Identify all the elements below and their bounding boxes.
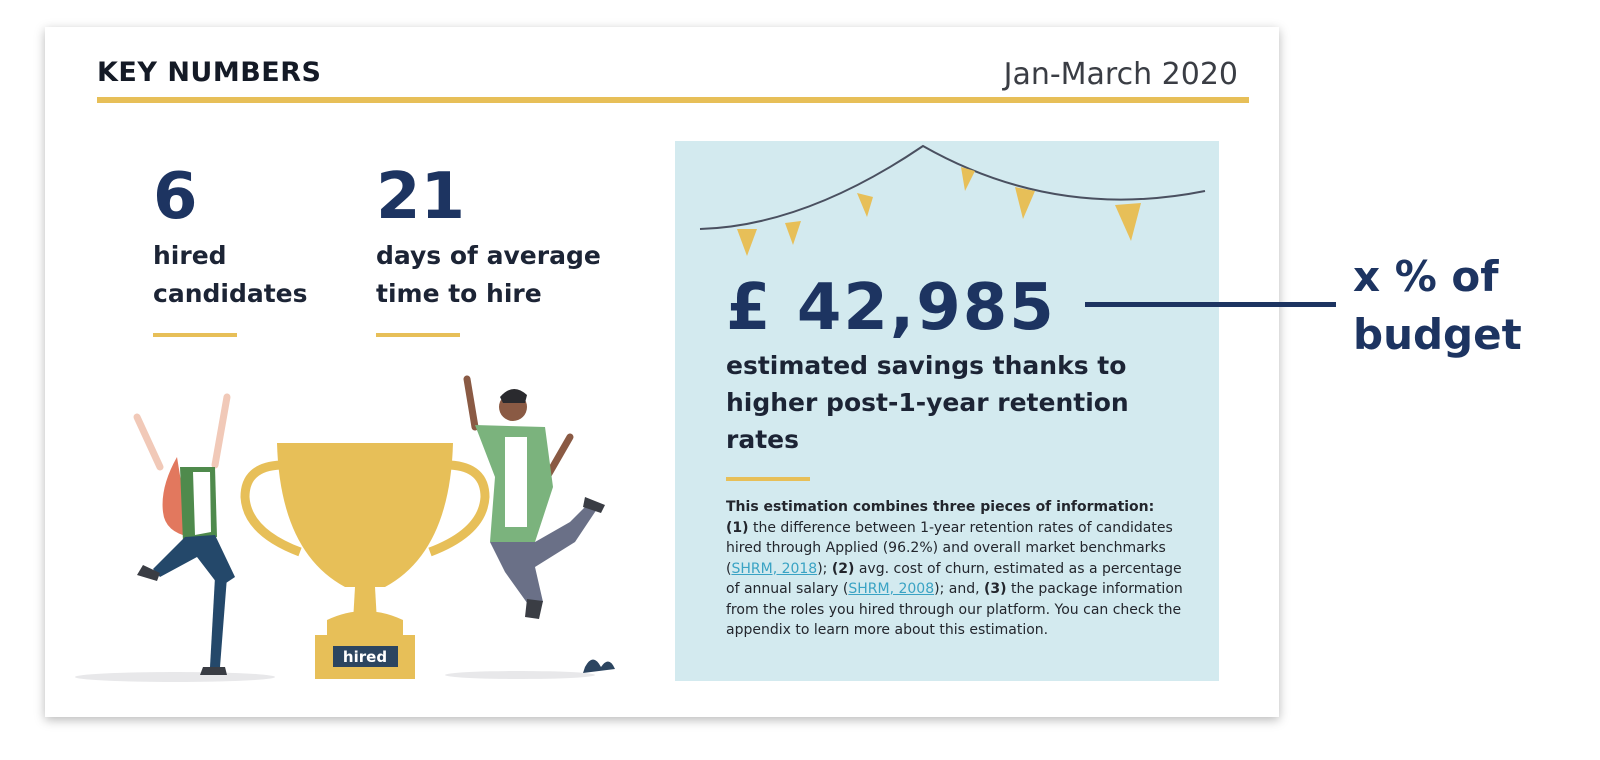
estimation-note: This estimation combines three pieces of… (726, 499, 1183, 638)
stat-label: days of average time to hire (376, 241, 601, 308)
stat-value: 6 (153, 160, 198, 234)
key-numbers-slide: KEY NUMBERS Jan-March 2020 6 hired candi… (45, 27, 1279, 717)
man-figure (463, 375, 605, 619)
stat-hired-candidates: 6 hired candidates (153, 165, 308, 337)
stat-divider (376, 333, 460, 337)
annotation-connector-line (1085, 302, 1336, 307)
trophy: hired (240, 443, 490, 679)
ground-shadow (75, 672, 275, 682)
trophy-label: hired (343, 648, 387, 666)
shrm-2008-link[interactable]: SHRM, 2008 (848, 581, 935, 597)
trophy-plaque (333, 646, 398, 667)
savings-panel: £ 42,985 estimated savings thanks to hig… (675, 141, 1219, 681)
budget-annotation: x % of budget (1353, 252, 1522, 359)
woman-figure (133, 393, 235, 675)
plant-icon (583, 659, 615, 673)
ground-shadow (445, 671, 595, 679)
celebration-illustration: hired (75, 375, 615, 682)
savings-description: estimated savings thanks to higher post-… (726, 351, 1129, 454)
bunting-garland (699, 144, 1206, 256)
stat-time-to-hire: 21 days of average time to hire (376, 165, 601, 337)
panel-divider (726, 477, 810, 481)
report-period: Jan-March 2020 (1003, 57, 1238, 92)
page-title: KEY NUMBERS (97, 57, 322, 88)
shrm-2018-link[interactable]: SHRM, 2018 (731, 560, 818, 577)
header-divider (97, 97, 1249, 103)
stat-divider (153, 333, 237, 337)
stat-label: hired candidates (153, 241, 308, 308)
savings-amount: £ 42,985 (726, 271, 1056, 345)
stat-value: 21 (376, 160, 466, 234)
